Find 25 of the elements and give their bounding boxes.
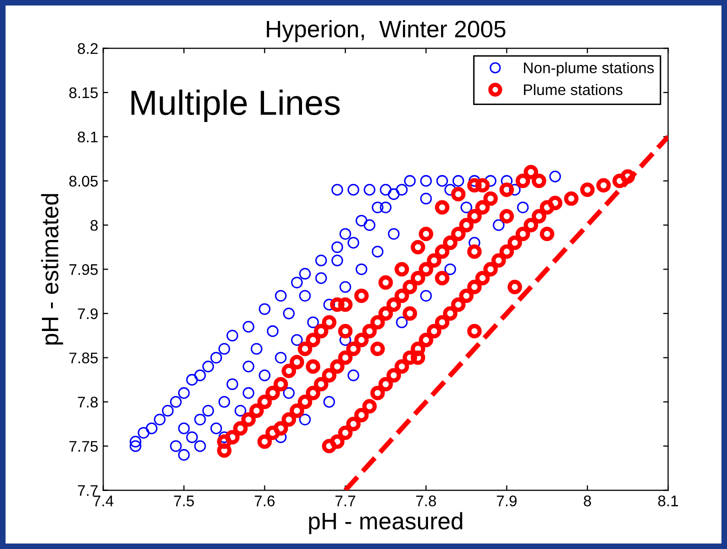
y-axis-title: pH - estimated	[41, 194, 64, 345]
x-tick-label: 7.5	[174, 496, 194, 506]
y-tick-label: 7.95	[69, 264, 98, 275]
x-tick-label: 7.4	[93, 496, 114, 506]
y-tick-label: 7.75	[69, 441, 98, 452]
x-tick-label: 7.9	[496, 496, 517, 506]
x-tick-label: 8	[584, 496, 591, 506]
y-tick-label: 8	[90, 220, 98, 231]
y-tick-label: 7.8	[78, 396, 98, 408]
y-tick-label: 8.05	[69, 176, 98, 187]
x-tick-label: 7.6	[254, 496, 275, 506]
annotation: Multiple Lines	[132, 90, 340, 122]
y-tick-label: 7.9	[78, 308, 98, 320]
x-axis-title: pH - measured	[309, 512, 462, 534]
y-tick-label: 8.1	[78, 132, 98, 142]
x-tick-label: 7.8	[416, 496, 436, 506]
y-tick-label: 8.15	[69, 87, 98, 98]
legend-label: Plume stations	[524, 84, 622, 96]
y-tick-label: 7.85	[69, 352, 98, 364]
y-tick-label: 7.7	[78, 485, 98, 496]
y-tick-label: 8.2	[78, 43, 98, 54]
legend-label: Non-plume stations	[524, 62, 654, 76]
chart-title: Hyperion, Winter 2005	[266, 20, 506, 42]
x-tick-label: 7.7	[335, 496, 356, 506]
x-tick-label: 8.1	[658, 496, 678, 506]
